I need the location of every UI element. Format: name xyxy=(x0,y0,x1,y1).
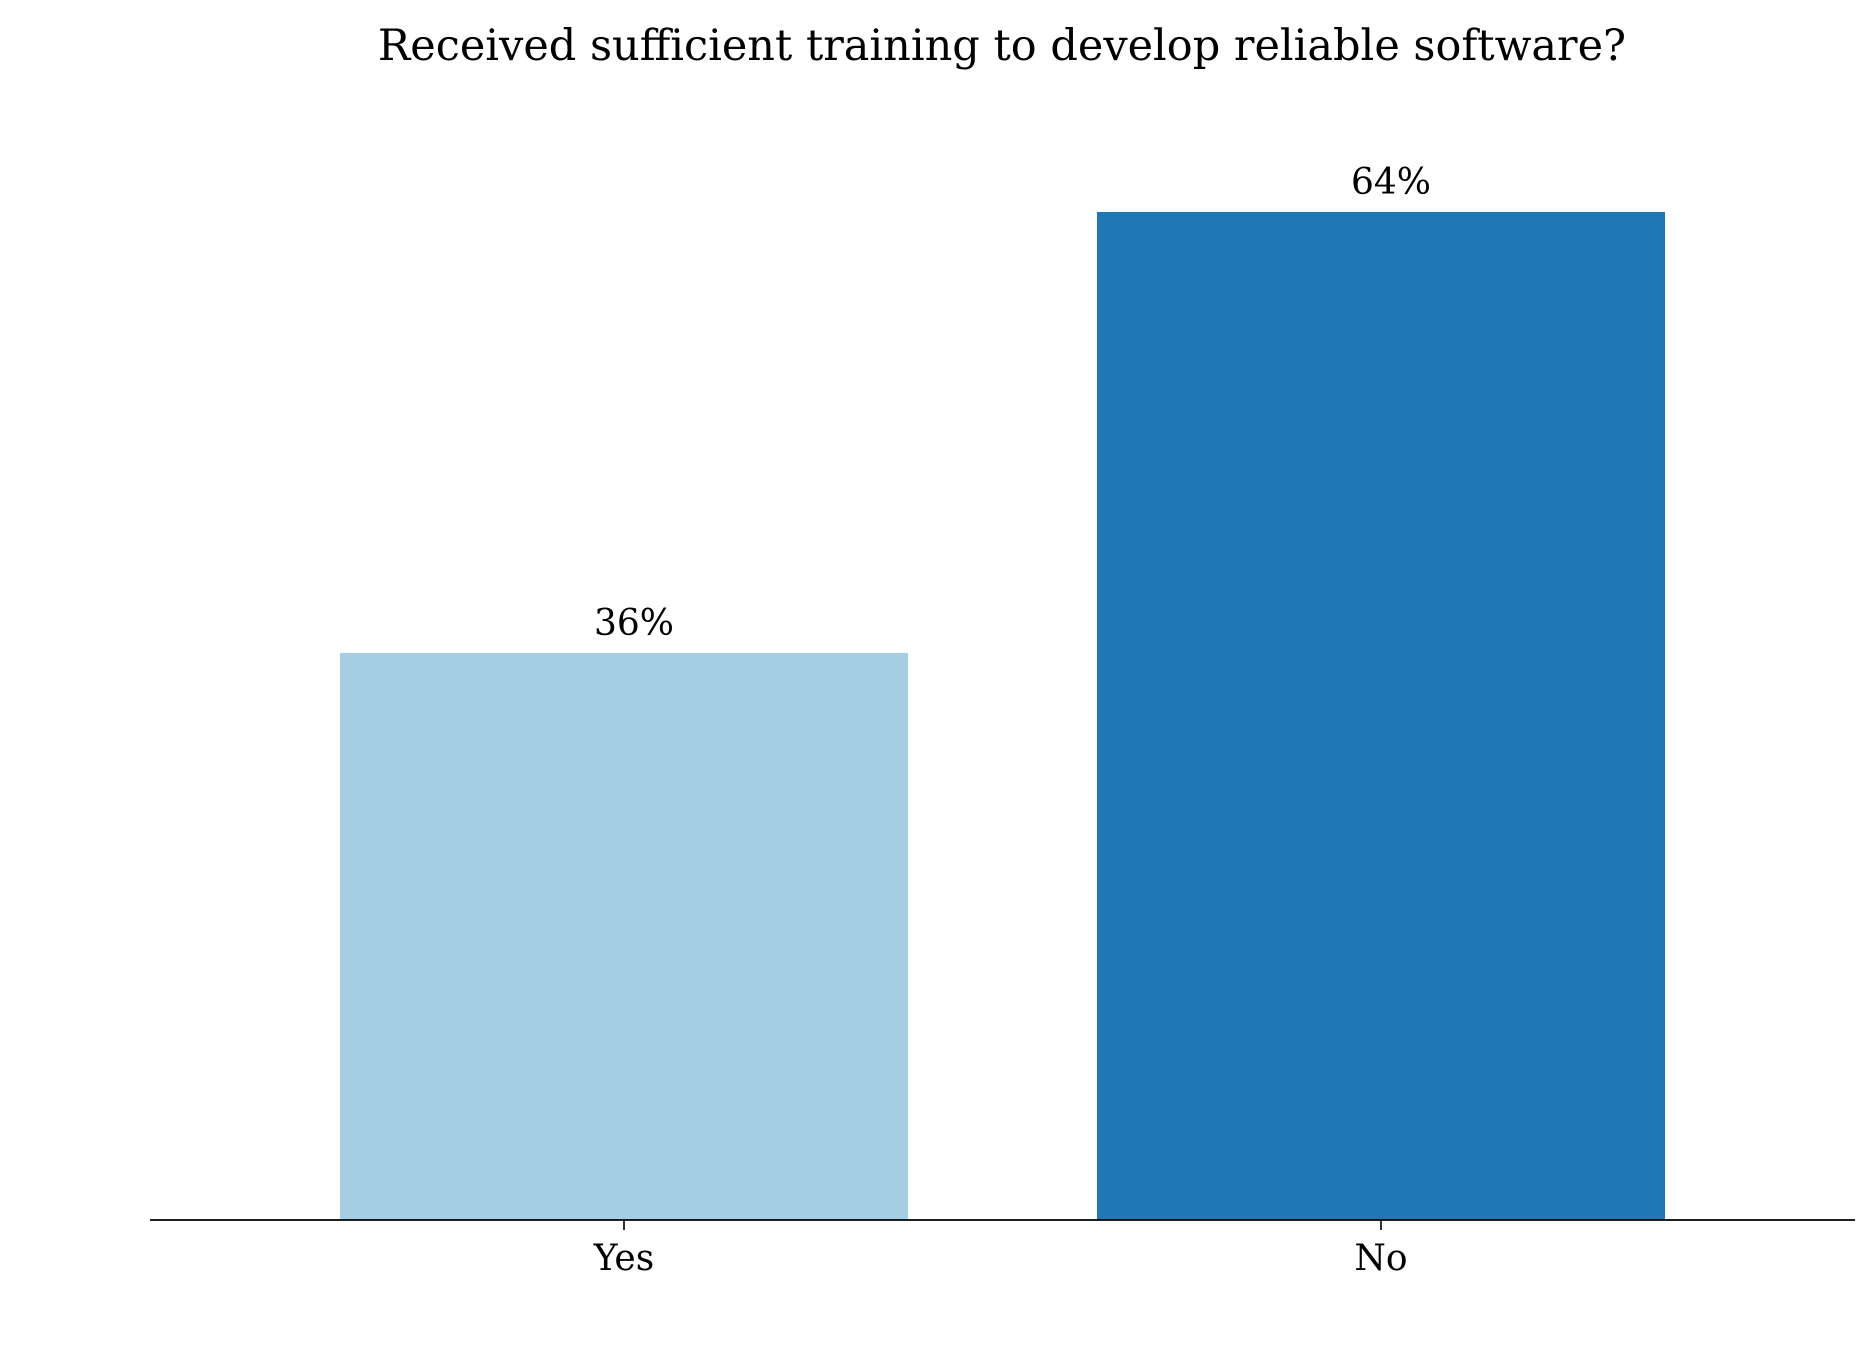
data-label-yes: 36% xyxy=(594,603,674,644)
bar-no xyxy=(1097,212,1665,1220)
data-label-no: 64% xyxy=(1351,162,1431,203)
x-tick-label-no: No xyxy=(1354,1238,1407,1279)
x-axis: Yes No xyxy=(150,1219,1855,1279)
chart-title: Received sufficient training to develop … xyxy=(378,21,1626,71)
bars-layer xyxy=(340,212,1665,1220)
data-labels-layer: 36% 64% xyxy=(594,162,1431,644)
x-tick-label-yes: Yes xyxy=(593,1238,654,1279)
bar-yes xyxy=(340,653,908,1220)
